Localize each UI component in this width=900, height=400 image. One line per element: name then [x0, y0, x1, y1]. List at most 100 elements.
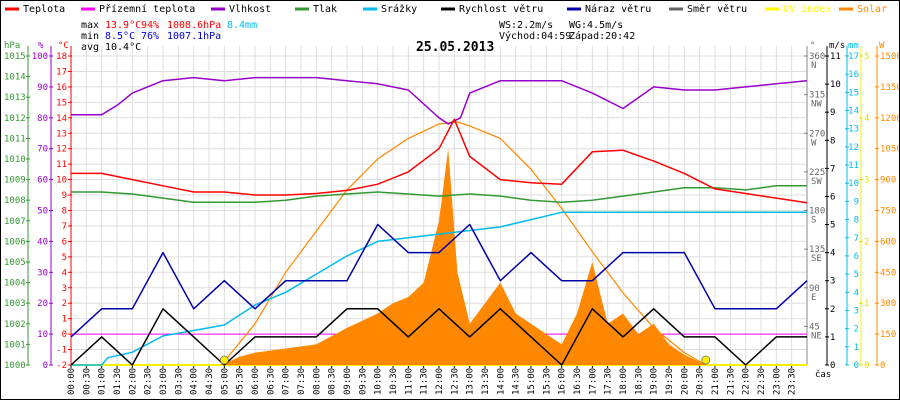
legend-label: Srážky: [381, 3, 417, 15]
x-tick-label: 18:30: [634, 368, 644, 395]
press-tick-label: 1000: [4, 361, 26, 371]
x-tick-label: 23:30: [788, 368, 798, 395]
wind-tick-label: 9: [830, 108, 835, 118]
solar-tick-label: 150: [880, 330, 896, 340]
wind-tick-label: 2: [830, 305, 835, 315]
stat-wg: WG:4.5m/s: [569, 20, 623, 31]
x-tick-label: 01:00: [98, 368, 108, 395]
rain-tick-label: 16: [848, 70, 859, 80]
stat-ws: WS:2.2m/s: [499, 20, 553, 31]
legend-label: Přízemní teplota: [99, 3, 195, 15]
solar-area: [221, 148, 706, 365]
legend-label: Vlhkost: [229, 4, 271, 15]
press-tick-label: 1004: [4, 279, 26, 289]
x-tick-label: 12:00: [435, 368, 445, 395]
x-tick-label: 03:00: [159, 368, 169, 395]
x-tick-label: 08:30: [328, 368, 338, 395]
x-tick-label: 14:30: [512, 368, 522, 395]
x-tick-label: 00:00: [67, 368, 77, 395]
temp-tick-label: 8: [62, 207, 67, 217]
uv-tick-label: 4: [864, 114, 869, 124]
x-tick-label: 11:30: [420, 368, 430, 395]
hum-tick-label: 40: [37, 237, 48, 247]
x-axis-label: čas: [815, 369, 831, 380]
x-tick-label: 13:30: [481, 368, 491, 395]
stat-sunset: Západ:20:42: [569, 30, 635, 42]
dir-tick-cardinal: E: [811, 293, 816, 303]
x-tick-label: 17:30: [604, 368, 614, 395]
x-tick-label: 21:00: [711, 368, 721, 395]
wind-tick-label: 7: [830, 164, 835, 174]
x-tick-label: 08:00: [312, 368, 322, 395]
x-tick-label: 20:00: [680, 368, 690, 395]
x-tick-label: 22:30: [757, 368, 767, 395]
temp-tick-label: 13: [56, 129, 67, 139]
hum-tick-label: 10: [37, 330, 48, 340]
press-tick-label: 1001: [4, 340, 26, 350]
temp-tick-label: 1: [62, 315, 67, 325]
solar-tick-label: 1350: [880, 83, 899, 93]
rain-tick-label: 0: [854, 361, 859, 371]
x-tick-label: 01:30: [113, 368, 123, 395]
press-tick-label: 1013: [4, 93, 26, 103]
uv-tick-label: 0: [864, 361, 869, 371]
hum-axis-unit: %: [38, 41, 44, 51]
x-tick-label: 13:00: [466, 368, 476, 395]
rain-axis-unit: mm: [848, 41, 859, 51]
legend-label: Solar: [857, 4, 887, 15]
rain-tick-label: 17: [848, 52, 859, 62]
temp-tick-label: -2: [56, 361, 67, 371]
dir-tick-cardinal: S: [811, 216, 816, 226]
x-tick-label: 17:00: [588, 368, 598, 395]
temp-tick-label: 7: [62, 222, 67, 232]
stat-min-temp: 8.5°C: [105, 31, 135, 42]
dir-tick-label: 225: [809, 168, 825, 178]
temp-tick-label: 10: [56, 176, 67, 186]
solar-tick-label: 1200: [880, 114, 899, 124]
dir-tick-label: 315: [809, 91, 825, 101]
temp-tick-label: 6: [62, 237, 67, 247]
legend-label: Směr větru: [687, 3, 747, 15]
wind-tick-label: 1: [830, 333, 835, 343]
solar-tick-label: 750: [880, 207, 896, 217]
wind-tick-label: 10: [830, 80, 841, 90]
rain-tick-label: 4: [854, 288, 859, 298]
x-tick-label: 12:30: [450, 368, 460, 395]
x-tick-label: 23:00: [772, 368, 782, 395]
uv-tick-label: 2: [864, 237, 869, 247]
hum-tick-label: 0: [43, 361, 48, 371]
x-tick-label: 04:30: [205, 368, 215, 395]
press-tick-label: 1006: [4, 237, 26, 247]
solar-axis-unit: W: [879, 41, 885, 51]
press-tick-label: 1014: [4, 73, 26, 83]
rain-tick-label: 13: [848, 125, 859, 135]
dir-tick-cardinal: W: [811, 138, 817, 148]
series-line-teplota: [71, 118, 808, 204]
rain-tick-label: 12: [848, 143, 859, 153]
x-tick-label: 05:30: [236, 368, 246, 395]
stat-max-label: max: [81, 20, 99, 31]
rain-tick-label: 6: [854, 252, 859, 262]
x-tick-label: 19:30: [665, 368, 675, 395]
hum-tick-label: 60: [37, 176, 48, 186]
press-tick-label: 1008: [4, 196, 26, 206]
dir-axis-unit: °: [810, 41, 815, 51]
series-line-vlhkost: [71, 76, 808, 125]
stat-avg-temp: 10.4°C: [105, 42, 141, 53]
stat-max-hum: 94%: [141, 20, 159, 31]
dir-tick-cardinal: NE: [811, 331, 822, 341]
stat-avg-label: avg: [81, 42, 99, 53]
rain-tick-label: 3: [854, 306, 859, 316]
rain-tick-label: 5: [854, 270, 859, 280]
x-tick-label: 00:30: [82, 368, 92, 395]
temp-tick-label: 2: [62, 299, 67, 309]
dir-tick-cardinal: SW: [811, 177, 822, 187]
dir-tick-label: 90: [809, 284, 820, 294]
x-tick-label: 11:00: [404, 368, 414, 395]
x-tick-label: 09:00: [343, 368, 353, 395]
stat-max-rain: 8.4mm: [227, 20, 257, 31]
press-tick-label: 1010: [4, 155, 26, 165]
solar-tick-label: 1500: [880, 52, 899, 62]
